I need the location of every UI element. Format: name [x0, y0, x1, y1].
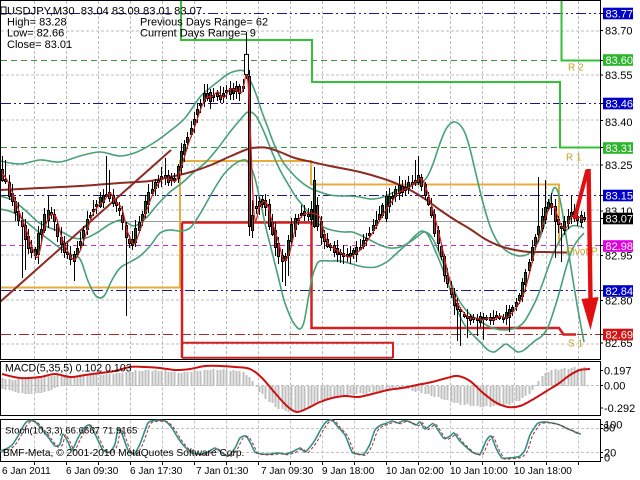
svg-text:6 Jan 2011: 6 Jan 2011: [2, 466, 51, 477]
svg-text:S 1: S 1: [568, 339, 583, 350]
svg-text:MACD(5,35,5) 0.102 0.103: MACD(5,35,5) 0.102 0.103: [5, 362, 132, 374]
svg-text:83.15: 83.15: [606, 191, 634, 203]
svg-text:10 Jan 18:00: 10 Jan 18:00: [514, 466, 572, 477]
svg-text:7 Jan 01:30: 7 Jan 01:30: [196, 466, 249, 477]
svg-text:80: 80: [603, 423, 615, 435]
svg-text:0.00: 0.00: [604, 381, 625, 393]
svg-text:82.65: 82.65: [605, 338, 633, 350]
svg-text:Low= 82.66: Low= 82.66: [7, 28, 64, 40]
svg-text:83.60: 83.60: [606, 55, 634, 67]
svg-text:82.98: 82.98: [606, 241, 634, 253]
svg-text:7 Jan 09:30: 7 Jan 09:30: [261, 466, 314, 477]
svg-text:6 Jan 09:30: 6 Jan 09:30: [66, 466, 119, 477]
svg-text:83.40: 83.40: [605, 117, 633, 129]
svg-text:83.25: 83.25: [605, 160, 633, 172]
svg-text:20: 20: [604, 448, 616, 460]
svg-text:R 1: R 1: [566, 153, 582, 164]
svg-text:Previous Days Range= 62: Previous Days Range= 62: [140, 17, 268, 29]
svg-text:82.80: 82.80: [605, 296, 633, 308]
svg-text:6 Jan 17:30: 6 Jan 17:30: [130, 466, 183, 477]
svg-text:0.197: 0.197: [604, 366, 632, 378]
svg-text:Stoch(10,3,3) 66.6667 71.9165: Stoch(10,3,3) 66.6667 71.9165: [5, 426, 137, 437]
svg-text:83.07: 83.07: [606, 214, 634, 226]
svg-text:High= 83.28: High= 83.28: [7, 17, 67, 29]
svg-text:-0.292: -0.292: [604, 403, 635, 415]
svg-text:83.77: 83.77: [606, 9, 634, 21]
svg-text:83.46: 83.46: [606, 99, 634, 111]
svg-text:9 Jan 18:00: 9 Jan 18:00: [322, 466, 375, 477]
svg-text:83.70: 83.70: [605, 26, 633, 38]
svg-text:83.31: 83.31: [606, 143, 634, 155]
svg-text:100: 100: [604, 420, 622, 432]
svg-text:82.69: 82.69: [606, 330, 634, 342]
svg-text:Close= 83.01: Close= 83.01: [7, 39, 72, 51]
svg-text:82.84: 82.84: [606, 286, 634, 298]
svg-text:Current Days Range= 9: Current Days Range= 9: [140, 28, 256, 40]
svg-text:0: 0: [604, 453, 610, 465]
svg-text:83.55: 83.55: [605, 70, 633, 82]
svg-text:10 Jan 02:00: 10 Jan 02:00: [386, 466, 444, 477]
svg-text:10 Jan 10:00: 10 Jan 10:00: [450, 466, 508, 477]
svg-text:USDJPY,M30 83.04 83.09 83.01: USDJPY,M30 83.04 83.09 83.01 83.07: [7, 6, 202, 18]
svg-text:BMF-Meta, © 2001-2010 MetaQuot: BMF-Meta, © 2001-2010 MetaQuotes Softwar…: [3, 448, 244, 459]
svg-text:R 2: R 2: [568, 63, 584, 74]
svg-text:Pivot P: Pivot P: [566, 247, 598, 258]
svg-text:82.95: 82.95: [605, 251, 633, 263]
